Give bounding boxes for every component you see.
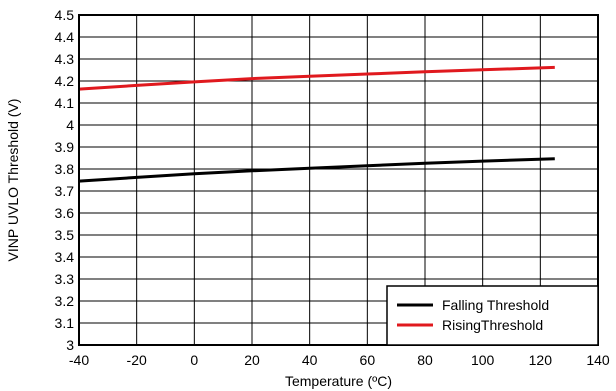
legend-label-falling: Falling Threshold [442,297,549,313]
y-tick-label: 3.1 [55,315,75,331]
series-line-rising-threshold [78,65,555,91]
y-tick-label: 4.4 [55,29,75,45]
y-tick-label: 4.5 [55,7,75,23]
x-tick-label: 120 [529,352,553,368]
y-axis-title: VINP UVLO Threshold (V) [5,99,21,262]
y-tick-label: 3.4 [55,249,75,265]
x-axis-title: Temperature (ºC) [285,373,392,389]
y-tick-label: 4.3 [55,51,75,67]
x-tick-label: -40 [69,352,89,368]
x-tick-label: 0 [190,352,198,368]
y-tick-label: 3.9 [55,139,75,155]
x-tick-label: -20 [127,352,147,368]
y-tick-label: 4.2 [55,73,75,89]
y-tick-label: 4 [66,117,74,133]
y-tick-label: 3.6 [55,205,75,221]
legend: Falling Threshold RisingThreshold [386,285,599,346]
y-tick-label: 3 [66,337,74,353]
x-tick-label: 140 [586,352,610,368]
x-tick-label: 60 [360,352,376,368]
y-tick-label: 4.1 [55,95,75,111]
series-layer [78,65,555,183]
legend-label-rising: RisingThreshold [442,317,543,333]
series-line-falling-threshold [78,157,555,183]
y-tick-labels: 3 3.1 3.2 3.3 3.4 3.5 3.6 3.7 3.8 3.9 4 4.1 4.2 4.3 4.… [55,7,75,353]
y-tick-label: 3.5 [55,227,75,243]
legend-box [386,285,599,346]
x-tick-label: 80 [417,352,433,368]
x-tick-label: 20 [244,352,260,368]
plot-frame [78,14,599,346]
y-tick-label: 3.7 [55,183,75,199]
x-tick-label: 40 [302,352,318,368]
y-tick-label: 3.3 [55,271,75,287]
y-tick-label: 3.2 [55,293,75,309]
x-tick-label: 100 [471,352,495,368]
x-tick-labels: -40 -20 0 20 40 60 80 100 120 140 [69,352,610,368]
y-tick-label: 3.8 [55,161,75,177]
